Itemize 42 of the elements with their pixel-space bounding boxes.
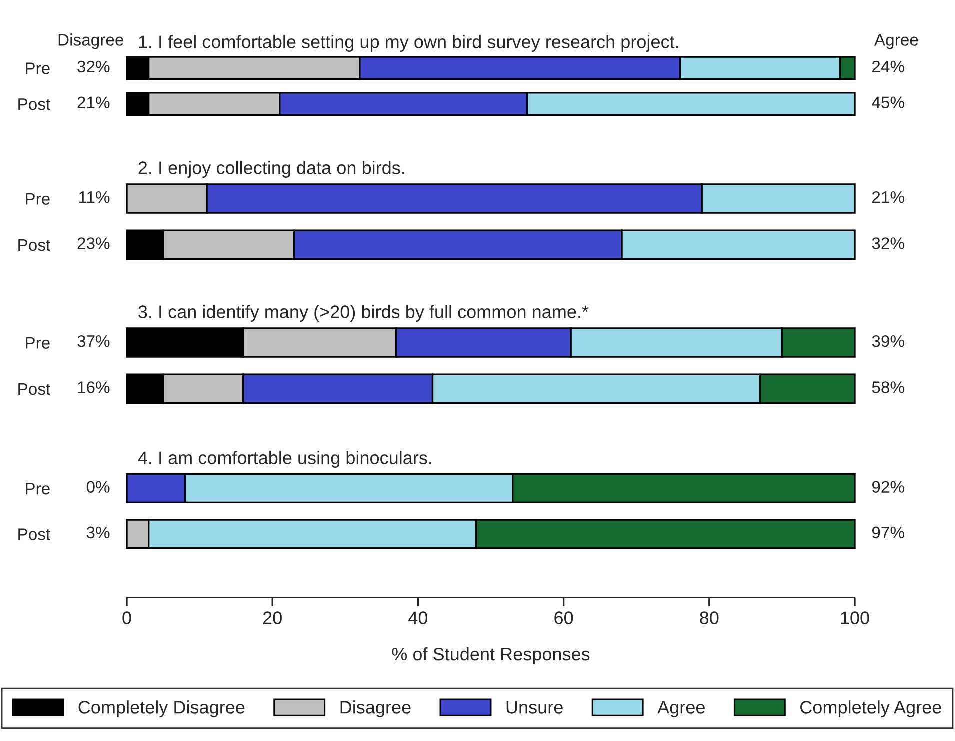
y-tick-label: Post [18,98,50,110]
x-tick-label: 0 [122,612,132,624]
chart-title: 2. I enjoy collecting data on birds. [138,161,404,178]
y-tick-label: Pre [26,337,50,349]
text: Disagree [58,34,124,50]
chart-title: 3. I can identify many (>20) birds by full common name.* [138,305,589,322]
text: 37% [78,335,110,348]
text: 32% [78,60,110,73]
x-axis-title: % of Student Responses [392,647,590,664]
y-tick-label: Post [18,383,50,396]
y-tick-label: Pre [26,62,50,74]
y-tick-label: Post [18,528,50,540]
text: 21% [78,96,110,108]
text: 21% [872,191,904,204]
x-tick-label: 100 [841,612,870,624]
text: 24% [872,60,904,73]
text: 58% [872,382,904,394]
chart-title: 4. I am comfortable using binoculars. [138,451,432,468]
text: 39% [872,335,904,348]
legend-label: Unsure [506,701,563,714]
text: 16% [78,382,110,394]
text: 11% [79,192,110,204]
text: 3% [86,526,110,539]
x-tick-label: 60 [554,612,574,624]
legend-label: Agree [658,701,705,718]
chart-title: 1. I feel comfortable setting up my own bird survey research project. [139,35,678,52]
text: Agree [874,34,918,50]
y-tick-label: Pre [26,483,50,495]
y-tick-label: Post [18,239,50,252]
text: 0% [86,481,110,493]
x-tick-label: 20 [263,612,282,624]
x-tick-label: 80 [700,612,719,624]
y-tick-label: Pre [26,193,50,205]
text: 23% [78,238,110,250]
text: 97% [872,526,904,539]
legend-label: Completely Agree [800,700,942,718]
legend-label: Disagree [340,700,411,718]
legend-label: Completely Disagree [78,700,245,718]
text: 45% [872,96,904,109]
text: 92% [872,481,904,493]
x-tick-label: 40 [408,612,428,624]
text: 32% [872,238,904,250]
